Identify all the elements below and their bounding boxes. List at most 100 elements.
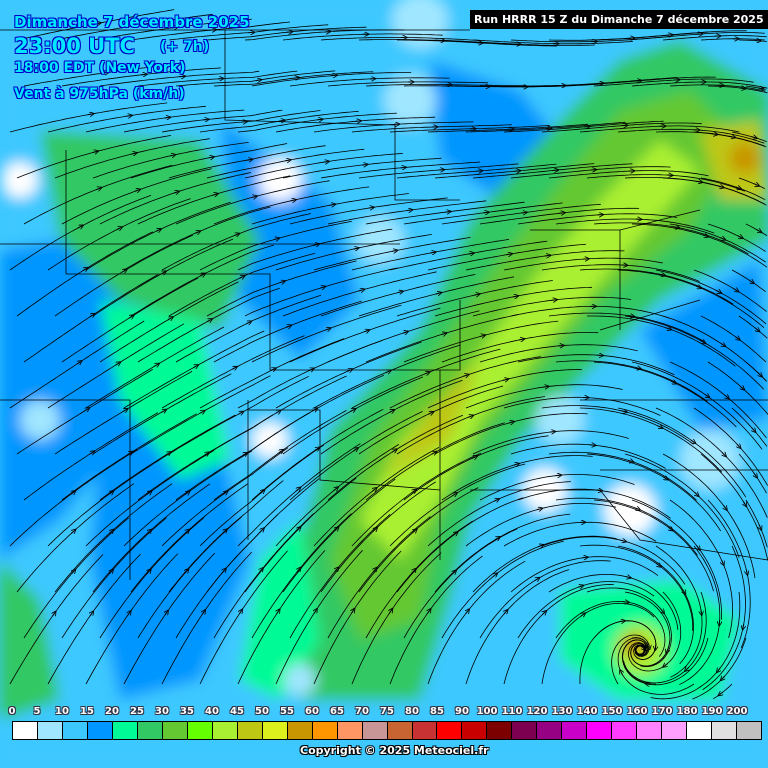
- flow-arrow-icon: [722, 452, 725, 455]
- flow-arrow-icon: [627, 460, 632, 461]
- streamline: [61, 67, 221, 87]
- flow-arrow-icon: [127, 452, 131, 454]
- legend-swatch: [112, 722, 138, 739]
- flow-arrow-icon: [718, 186, 722, 187]
- legend-label: 45: [230, 706, 244, 717]
- streamline: [693, 269, 767, 312]
- flow-arrow-icon: [431, 452, 435, 454]
- flow-arrow-icon: [329, 205, 334, 206]
- flow-arrow-icon: [729, 136, 734, 137]
- legend-swatch: [512, 722, 538, 739]
- flow-arrow-icon: [635, 367, 639, 368]
- flow-arrow-icon: [92, 151, 97, 152]
- streamline: [427, 243, 586, 271]
- streamline: [161, 335, 305, 409]
- streamline: [745, 223, 768, 236]
- streamline: [358, 385, 504, 455]
- flow-arrow-icon: [718, 668, 720, 671]
- legend-swatch: [487, 722, 513, 739]
- flow-arrow-icon: [167, 318, 171, 320]
- flow-arrow-icon: [199, 411, 203, 413]
- flow-arrow-icon: [325, 329, 329, 330]
- streamline: [320, 37, 481, 41]
- flow-arrow-icon: [350, 409, 355, 411]
- legend-label: 30: [155, 706, 169, 717]
- streamline: [175, 180, 330, 225]
- flow-arrow-icon: [165, 612, 167, 616]
- flow-arrow-icon: [89, 452, 93, 454]
- streamline: [692, 637, 747, 700]
- streamline: [472, 39, 633, 45]
- streamline: [365, 201, 525, 225]
- streamline: [313, 344, 461, 409]
- flow-arrow-icon: [445, 212, 449, 213]
- flow-arrow-icon: [683, 589, 685, 592]
- streamline: [9, 194, 152, 271]
- forecast-local-time: 18:00 EDT (New York): [14, 60, 186, 76]
- flow-arrow-icon: [194, 232, 199, 234]
- flow-arrow-icon: [200, 274, 204, 276]
- streamline: [206, 260, 357, 317]
- streamline: [479, 344, 638, 363]
- flow-arrow-icon: [192, 366, 196, 368]
- flow-arrow-icon: [424, 373, 428, 374]
- flow-arrow-icon: [542, 612, 545, 615]
- flow-arrow-icon: [389, 411, 393, 413]
- flow-arrow-icon: [115, 363, 119, 365]
- legend-label: 80: [405, 706, 419, 717]
- streamline: [555, 601, 666, 657]
- flow-arrow-icon: [95, 188, 100, 189]
- streamline: [365, 422, 505, 501]
- legend-label: 5: [33, 706, 41, 717]
- streamline: [168, 145, 326, 179]
- streamline: [541, 122, 702, 133]
- streamline: [669, 361, 767, 439]
- streamline: [555, 76, 716, 87]
- streamline: [427, 481, 571, 547]
- flow-arrow-icon: [102, 73, 107, 74]
- flow-arrow-icon: [746, 569, 747, 573]
- flow-arrow-icon: [71, 531, 74, 534]
- streamline: [707, 85, 768, 94]
- flow-arrow-icon: [620, 540, 625, 541]
- streamline: [389, 125, 550, 133]
- flow-arrow-icon: [260, 491, 263, 494]
- flow-arrow-icon: [737, 236, 742, 238]
- streamline: [731, 131, 767, 142]
- flow-arrow-icon: [659, 274, 664, 275]
- flow-arrow-icon: [494, 538, 498, 540]
- flow-arrow-icon: [656, 563, 659, 565]
- flow-arrow-icon: [694, 492, 697, 495]
- flow-arrow-icon: [255, 80, 260, 81]
- flow-arrow-icon: [222, 492, 226, 494]
- legend-swatch: [87, 722, 113, 739]
- streamline: [403, 202, 563, 225]
- legend-label: 200: [726, 706, 748, 717]
- flow-arrow-icon: [701, 609, 702, 613]
- streamline: [472, 430, 629, 455]
- flow-arrow-icon: [208, 157, 212, 158]
- flow-arrow-icon: [206, 320, 211, 322]
- flow-arrow-icon: [90, 613, 92, 617]
- flow-arrow-icon: [704, 394, 708, 396]
- flow-arrow-icon: [512, 296, 517, 297]
- flow-arrow-icon: [534, 579, 538, 581]
- flow-arrow-icon: [662, 477, 666, 479]
- streamline: [206, 148, 365, 179]
- flow-arrow-icon: [319, 287, 324, 288]
- legend-swatch: [562, 722, 588, 739]
- forecast-lead-time: (+ 7h): [160, 39, 210, 55]
- streamline: [669, 499, 734, 639]
- streamline: [441, 203, 601, 225]
- flow-arrow-icon: [259, 569, 262, 572]
- flow-arrow-icon: [290, 200, 294, 201]
- legend-label: 60: [305, 706, 319, 717]
- flow-arrow-icon: [506, 254, 511, 255]
- flow-arrow-icon: [385, 371, 390, 373]
- streamline: [731, 407, 768, 447]
- flow-arrow-icon: [52, 613, 54, 617]
- flow-arrow-icon: [173, 192, 178, 193]
- legend-label: 0: [8, 706, 16, 717]
